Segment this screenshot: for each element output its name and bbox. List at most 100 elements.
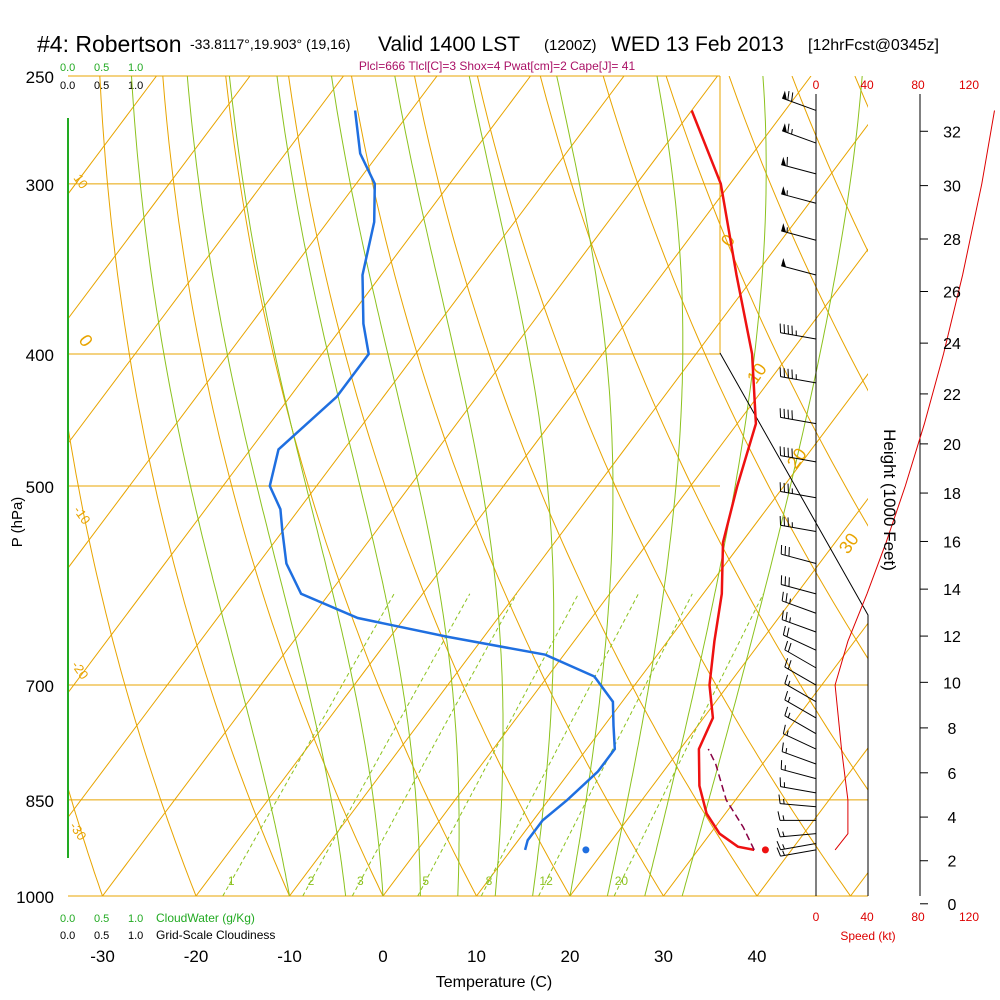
wind-barb-halfflag xyxy=(787,680,791,686)
wind-barb xyxy=(776,847,817,857)
wind-barb-pennant xyxy=(781,223,787,233)
speed-tick-label-top: 120 xyxy=(959,78,979,92)
wind-barb-halfflag xyxy=(786,730,789,736)
isotherm-line xyxy=(68,76,251,320)
height-tick-label: 22 xyxy=(943,387,961,404)
cloudiness-scale-label: 0.0 xyxy=(60,930,75,942)
wind-barb-flag xyxy=(787,123,790,133)
wind-barb-staff xyxy=(782,97,817,111)
mixing-ratio-label: 1 xyxy=(228,874,235,888)
wind-barb xyxy=(779,367,817,384)
isotherm-line xyxy=(102,76,718,896)
wind-barb xyxy=(784,690,817,719)
temperature-tick-label: 30 xyxy=(654,947,673,966)
wind-barb xyxy=(784,658,817,686)
temperature-tick-label: -30 xyxy=(90,947,115,966)
speed-tick-label-top: 0 xyxy=(813,78,820,92)
wind-barb-halfflag xyxy=(782,815,785,821)
wind-barb-flag xyxy=(781,591,784,601)
wind-barb-halfflag xyxy=(782,850,785,856)
wind-barb xyxy=(782,625,817,651)
speed-axis-title: Speed (kt) xyxy=(840,929,895,943)
speed-tick-label-top: 80 xyxy=(911,78,925,92)
pressure-tick-label: 400 xyxy=(26,346,54,365)
isotherm-line xyxy=(289,123,868,896)
mixing-ratio-label: 12 xyxy=(539,874,553,888)
wind-barb xyxy=(781,156,817,175)
wind-barb xyxy=(781,257,817,276)
wind-barb-pennant xyxy=(781,156,787,166)
height-tick-label: 0 xyxy=(948,897,957,914)
cloud-scale-label: 0.5 xyxy=(94,913,109,925)
isotherm-label: -30 xyxy=(67,819,90,843)
wind-barb xyxy=(778,794,817,808)
wind-barb-halfflag xyxy=(791,129,793,135)
height-tick-label: 30 xyxy=(943,179,961,196)
wind-barb-staff xyxy=(781,193,817,204)
wind-barb-staff xyxy=(780,332,817,340)
moist-adiabat-line xyxy=(644,76,767,896)
mixing-ratio-line xyxy=(613,593,764,897)
wind-barb-flag xyxy=(784,690,789,701)
wind-barb xyxy=(780,544,817,564)
wind-barb-staff xyxy=(780,842,817,851)
wind-barb-flag xyxy=(785,593,788,603)
cloud-scale-label: 1.0 xyxy=(128,913,143,925)
wind-barb-pennant xyxy=(781,257,787,268)
wind-barb-staff xyxy=(784,699,817,719)
wind-barb xyxy=(779,323,817,340)
wind-barb-staff xyxy=(780,416,817,425)
moist-adiabat-line xyxy=(276,76,421,896)
wind-barb-flag xyxy=(777,811,781,821)
wind-barb-pennant xyxy=(782,123,787,133)
temperature-tick-label: 10 xyxy=(467,947,486,966)
wind-barb xyxy=(784,706,817,735)
wind-barb-staff xyxy=(780,786,817,794)
dry-adiabat-line xyxy=(602,76,868,660)
wind-barb xyxy=(776,840,817,851)
pressure-tick-label: 850 xyxy=(26,792,54,811)
station-title: #4: Robertson xyxy=(37,31,181,57)
wind-barb xyxy=(784,640,817,669)
wind-barb-flag xyxy=(776,840,782,850)
dry-adiabat-line xyxy=(351,76,664,896)
wind-barb-staff xyxy=(781,553,817,564)
wind-barb-flag xyxy=(784,674,789,684)
moist-adiabat-lines xyxy=(131,76,863,896)
temperature-trace xyxy=(690,110,758,852)
isobar-lines xyxy=(68,75,868,897)
wind-barb-halfflag xyxy=(787,696,791,703)
wind-barb-staff xyxy=(781,230,817,241)
temperature-tick-label: 0 xyxy=(378,947,387,966)
wind-barb-flag xyxy=(784,640,789,651)
isotherm-line xyxy=(195,76,812,896)
pressure-tick-label: 250 xyxy=(26,68,54,87)
wind-barb xyxy=(779,516,817,533)
wind-barb xyxy=(780,575,817,595)
moist-adiabat-line xyxy=(606,76,684,896)
wind-barb-halfflag xyxy=(783,798,785,805)
wind-barb-flag xyxy=(778,794,781,804)
utc-time: (1200Z) xyxy=(544,37,597,54)
speed-tick-label-bottom: 80 xyxy=(911,910,925,924)
cloud-scale-label: 0.0 xyxy=(60,913,75,925)
wind-barb xyxy=(779,777,817,794)
surface-temperature-marker xyxy=(761,846,769,854)
wind-barb xyxy=(779,446,817,463)
wind-barb-halfflag xyxy=(789,598,791,604)
wind-barb-staff xyxy=(782,600,817,614)
height-tick-label: 6 xyxy=(948,766,957,783)
isotherm-line xyxy=(68,76,531,694)
mixing-ratio-line xyxy=(302,593,471,897)
mixing-ratio-label: 5 xyxy=(422,874,429,888)
dry-adiabat-line xyxy=(981,76,1000,896)
moist-adiabat-line xyxy=(394,76,504,896)
wind-barb-flag xyxy=(791,92,794,102)
wind-barb xyxy=(784,674,817,703)
cloudiness-scale-label: 0.5 xyxy=(94,930,109,942)
wind-barb-staff xyxy=(780,849,817,857)
cloudiness-scale-label: 0.0 xyxy=(60,80,75,92)
mixing-ratio-lines: 1 2 3 5 8 12 20 xyxy=(222,593,764,897)
isotherm-line xyxy=(68,76,625,819)
